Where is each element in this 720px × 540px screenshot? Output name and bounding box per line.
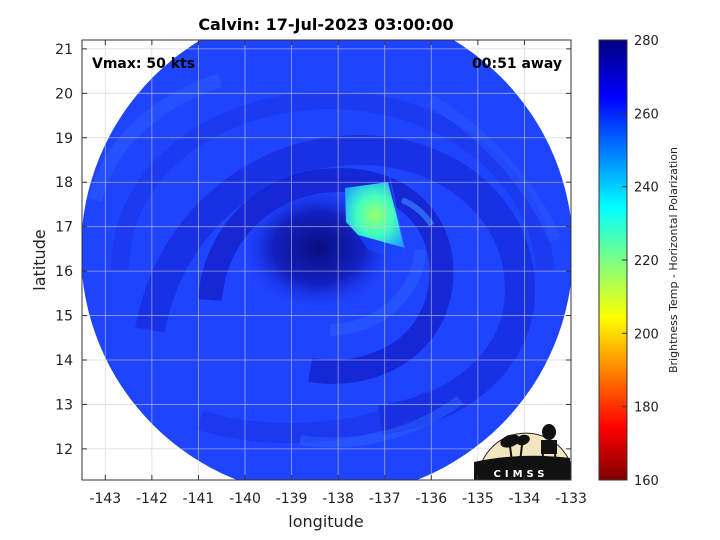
cimss-logo: CIMSS: [474, 424, 571, 481]
x-tick-label: -142: [136, 491, 168, 507]
x-tick-label: -137: [369, 491, 401, 507]
y-tick-label: 14: [55, 353, 73, 369]
x-tick-label: -143: [89, 491, 121, 507]
x-tick-label: -134: [509, 491, 541, 507]
colorbar-tick-label: 160: [634, 474, 659, 489]
y-tick-label: 13: [55, 397, 73, 413]
logo-text: CIMSS: [494, 469, 549, 480]
x-tick-label: -135: [462, 491, 494, 507]
y-tick-label: 20: [55, 86, 73, 102]
y-axis-title: latitude: [30, 229, 49, 290]
x-tick-label: -136: [415, 491, 447, 507]
plot-frame: [81, 39, 572, 481]
colorbar-tick-label: 240: [634, 181, 659, 196]
swath-image: [82, 40, 571, 480]
chart-title: Calvin: 17-Jul-2023 03:00:00: [198, 15, 453, 34]
x-axis-title: longitude: [288, 512, 363, 531]
y-tick-label: 12: [55, 442, 73, 458]
y-tick-label: 21: [55, 42, 73, 58]
y-tick-label: 16: [55, 264, 73, 280]
x-tick-label: -133: [555, 491, 587, 507]
colorbar-tick-label: 280: [634, 34, 659, 49]
colorbar-ticks: 280 260 240 220 200 180 160: [622, 34, 659, 489]
colorbar-title: Brightness Temp - Horizontal Polarizatio…: [667, 147, 680, 373]
y-axis: 12 13 14 15 16 17 18 19 20 21: [55, 42, 571, 458]
x-axis: -143 -142 -141 -140 -139 -138 -137 -136 -135 -134…: [89, 40, 587, 507]
colorbar-tick-label: 180: [634, 401, 659, 416]
x-tick-label: -139: [276, 491, 308, 507]
x-tick-label: -138: [322, 491, 354, 507]
colorbar-tick-label: 200: [634, 327, 659, 342]
warm-patch: [345, 182, 405, 248]
vmax-label: Vmax: 50 kts: [92, 56, 195, 72]
colorbar-tick-label: 260: [634, 107, 659, 122]
time-away-label: 00:51 away: [472, 56, 562, 72]
y-tick-label: 17: [55, 220, 73, 236]
y-tick-label: 18: [55, 175, 73, 191]
colorbar-tick-label: 220: [634, 254, 659, 269]
y-tick-label: 19: [55, 131, 73, 147]
x-tick-label: -141: [183, 491, 215, 507]
y-tick-label: 15: [55, 309, 73, 325]
x-tick-label: -140: [229, 491, 261, 507]
